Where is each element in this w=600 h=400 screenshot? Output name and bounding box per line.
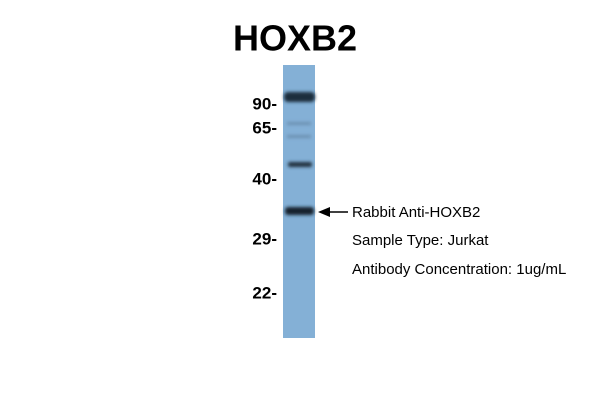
bands [284, 92, 315, 215]
band [285, 207, 314, 215]
annotation: Antibody Concentration: 1ug/mL [352, 261, 566, 278]
marker-label: 29- [252, 229, 277, 248]
marker-label: 40- [252, 169, 277, 188]
marker-label: 90- [252, 94, 277, 113]
band [284, 92, 315, 102]
annotation: Rabbit Anti-HOXB2 [352, 204, 480, 221]
band [288, 162, 312, 167]
arrow [318, 207, 348, 217]
marker-label: 22- [252, 283, 277, 302]
marker-label: 65- [252, 118, 277, 137]
title: HOXB2 [233, 18, 357, 59]
band [287, 135, 311, 138]
band [287, 122, 311, 125]
annotation: Sample Type: Jurkat [352, 232, 489, 249]
lane [283, 65, 315, 338]
